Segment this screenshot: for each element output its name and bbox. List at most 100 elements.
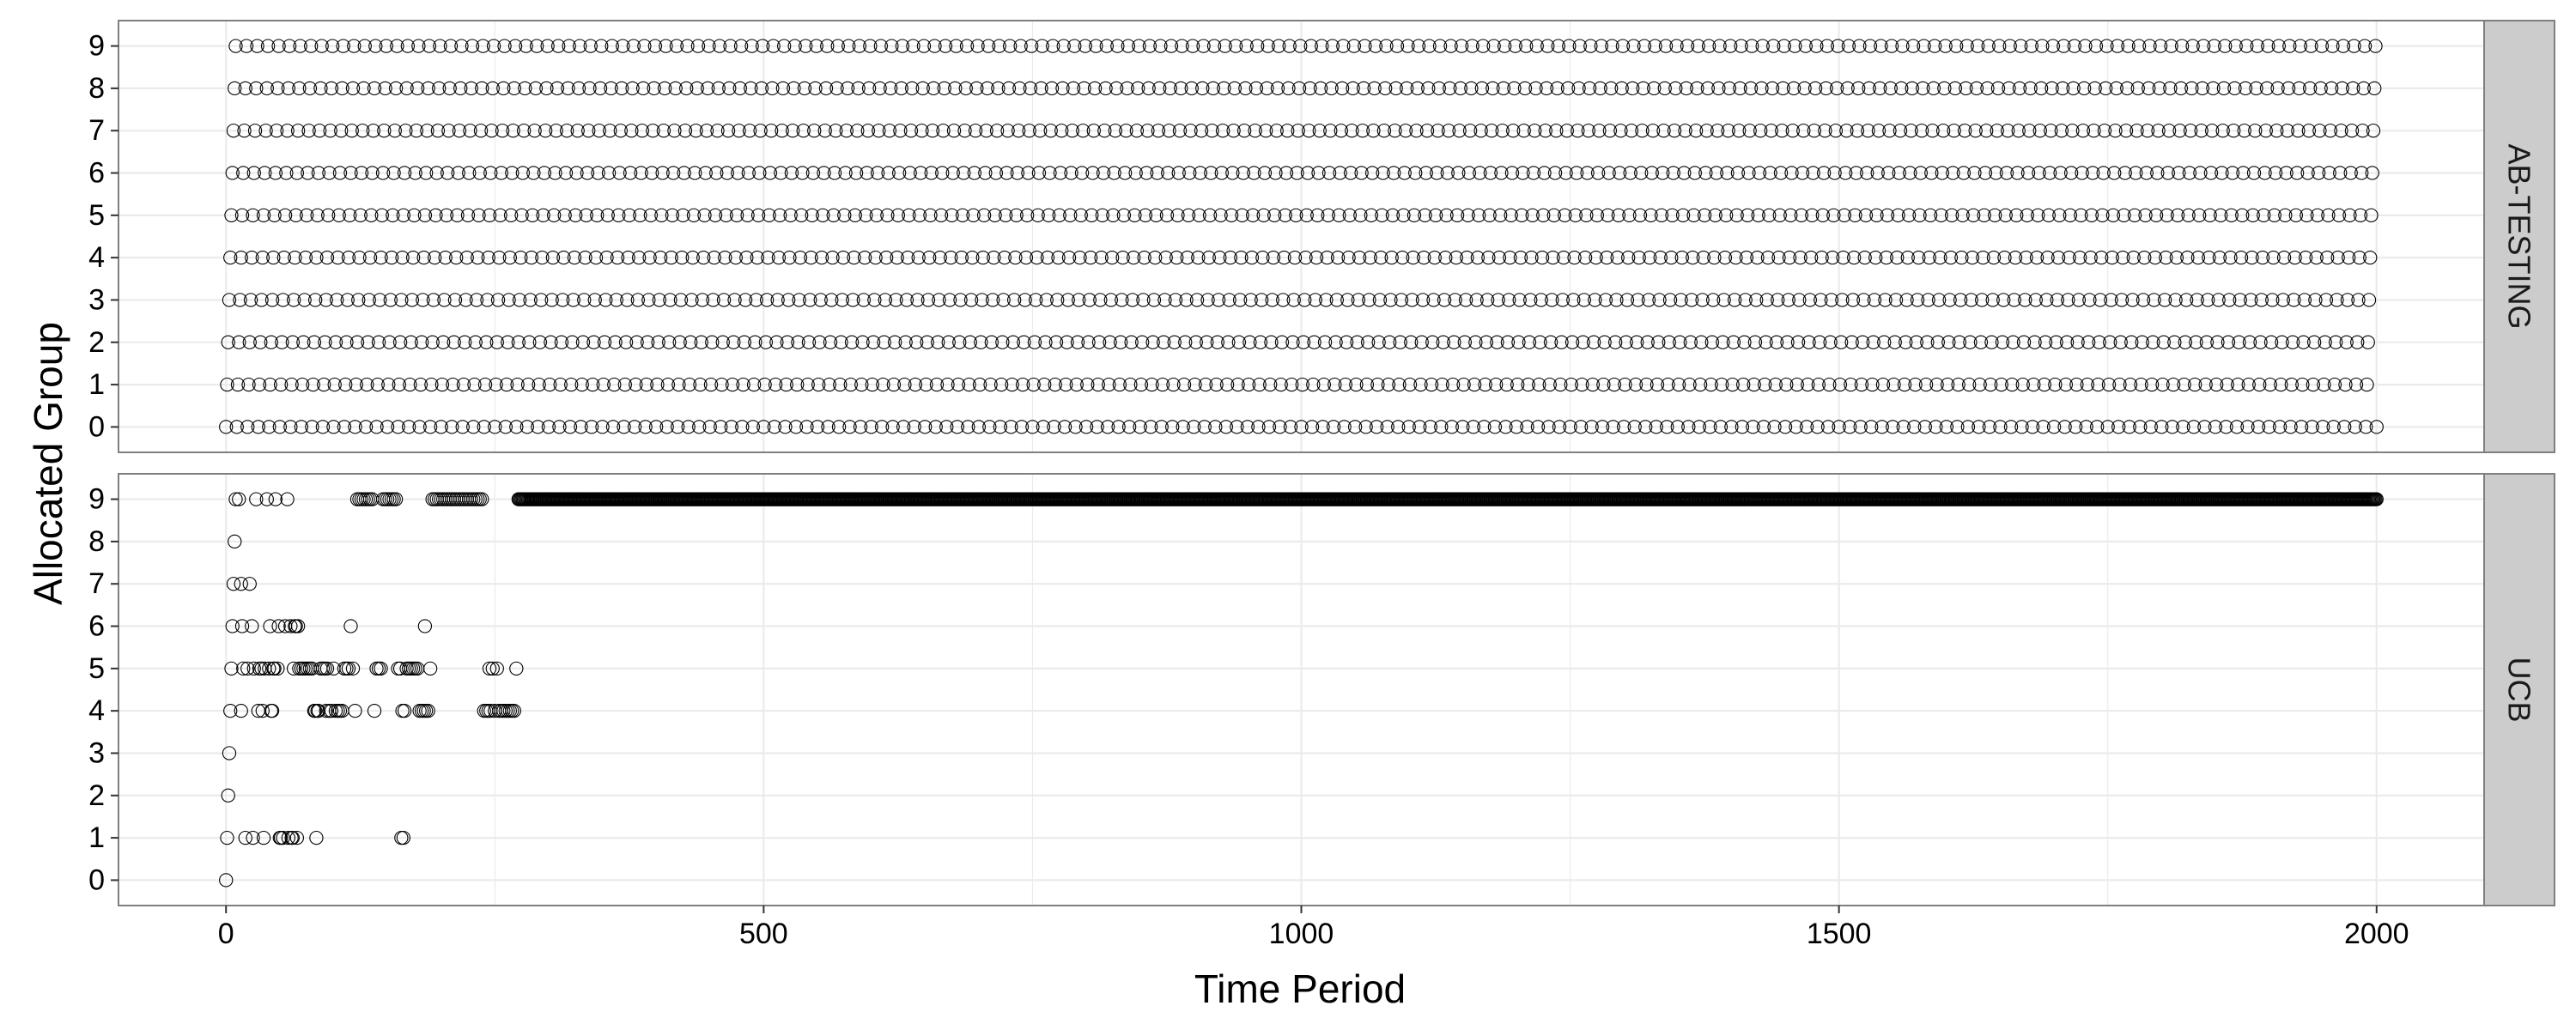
data-point bbox=[1988, 208, 2002, 222]
data-point bbox=[787, 81, 801, 96]
data-point bbox=[1131, 81, 1145, 96]
data-point bbox=[1649, 377, 1665, 392]
data-point bbox=[370, 377, 385, 392]
data-point bbox=[992, 39, 1006, 53]
data-point bbox=[1820, 39, 1835, 53]
data-point bbox=[1447, 335, 1461, 349]
data-point bbox=[1879, 251, 1893, 265]
panel-ucb-strip-label: UCB bbox=[2502, 657, 2537, 722]
data-point bbox=[1078, 420, 1094, 434]
data-point bbox=[1624, 124, 1639, 138]
data-point bbox=[1972, 377, 1987, 392]
data-point bbox=[2227, 81, 2242, 96]
data-point bbox=[396, 208, 411, 222]
data-point bbox=[1777, 420, 1793, 434]
data-point bbox=[1157, 335, 1171, 349]
data-point bbox=[999, 166, 1014, 180]
data-point bbox=[1606, 420, 1620, 434]
data-point bbox=[551, 39, 566, 53]
data-point bbox=[1956, 166, 1971, 180]
data-point bbox=[1733, 81, 1747, 96]
data-point bbox=[493, 208, 507, 222]
data-point bbox=[1627, 420, 1642, 434]
data-point bbox=[1221, 335, 1236, 349]
data-point bbox=[2257, 166, 2272, 180]
data-point bbox=[1279, 166, 1294, 180]
data-point bbox=[299, 208, 314, 222]
data-point bbox=[466, 420, 481, 434]
data-point bbox=[2096, 166, 2111, 180]
data-point bbox=[2293, 39, 2308, 53]
data-point bbox=[1297, 293, 1312, 307]
data-point bbox=[688, 166, 702, 180]
data-point bbox=[1851, 81, 1866, 96]
data-point bbox=[1596, 377, 1611, 392]
data-point bbox=[1477, 420, 1492, 434]
data-point bbox=[731, 166, 745, 180]
data-point bbox=[2172, 124, 2187, 138]
data-point bbox=[379, 39, 393, 53]
data-point bbox=[2104, 293, 2118, 307]
data-point bbox=[543, 377, 557, 392]
data-point bbox=[341, 661, 356, 676]
data-point bbox=[1836, 251, 1850, 265]
data-point bbox=[1392, 377, 1406, 392]
data-point bbox=[1701, 39, 1716, 53]
data-point bbox=[887, 335, 902, 349]
data-point bbox=[432, 81, 447, 96]
data-point bbox=[2177, 377, 2191, 392]
data-point bbox=[790, 377, 805, 392]
data-point bbox=[793, 251, 808, 265]
data-point bbox=[829, 81, 844, 96]
data-point bbox=[839, 124, 854, 138]
data-point bbox=[1236, 124, 1252, 138]
data-point bbox=[1211, 293, 1226, 307]
data-point bbox=[1218, 420, 1233, 434]
data-point bbox=[666, 166, 681, 180]
data-point bbox=[578, 251, 592, 265]
data-point bbox=[1406, 208, 1422, 222]
data-point bbox=[988, 166, 1004, 180]
data-point bbox=[237, 124, 252, 138]
data-point bbox=[2354, 166, 2369, 180]
data-point bbox=[1291, 81, 1307, 96]
data-point bbox=[1637, 39, 1652, 53]
data-point bbox=[2160, 208, 2174, 222]
data-point bbox=[449, 251, 464, 265]
data-point bbox=[658, 81, 672, 96]
data-point bbox=[2214, 208, 2228, 222]
data-point bbox=[1197, 420, 1212, 434]
data-point bbox=[382, 335, 397, 349]
data-point bbox=[1643, 208, 1658, 222]
data-point bbox=[498, 420, 513, 434]
data-point bbox=[1934, 208, 1948, 222]
data-point bbox=[1110, 39, 1125, 53]
data-point bbox=[933, 208, 949, 222]
data-point bbox=[1414, 335, 1429, 349]
data-point bbox=[296, 335, 311, 349]
data-point bbox=[2066, 81, 2081, 96]
data-point bbox=[787, 39, 802, 53]
data-point bbox=[1909, 335, 1923, 349]
data-point bbox=[1549, 124, 1564, 138]
data-point bbox=[2143, 420, 2158, 434]
panel-ab-testing-y-tick-label: 8 bbox=[88, 72, 105, 105]
data-point bbox=[2091, 377, 2105, 392]
data-point bbox=[2156, 335, 2171, 349]
data-point bbox=[1375, 208, 1389, 222]
data-point bbox=[856, 293, 871, 307]
data-point bbox=[1100, 420, 1115, 434]
data-point bbox=[1749, 293, 1764, 307]
data-point bbox=[1419, 124, 1435, 138]
data-point bbox=[811, 377, 826, 392]
data-point bbox=[273, 377, 289, 392]
data-point bbox=[369, 420, 384, 434]
data-point bbox=[1939, 420, 1954, 434]
data-point bbox=[1714, 377, 1729, 392]
data-point bbox=[238, 81, 252, 96]
data-point bbox=[962, 377, 976, 392]
data-point bbox=[1091, 377, 1105, 392]
data-point bbox=[767, 420, 782, 434]
data-point bbox=[788, 420, 804, 434]
data-point bbox=[383, 293, 398, 307]
